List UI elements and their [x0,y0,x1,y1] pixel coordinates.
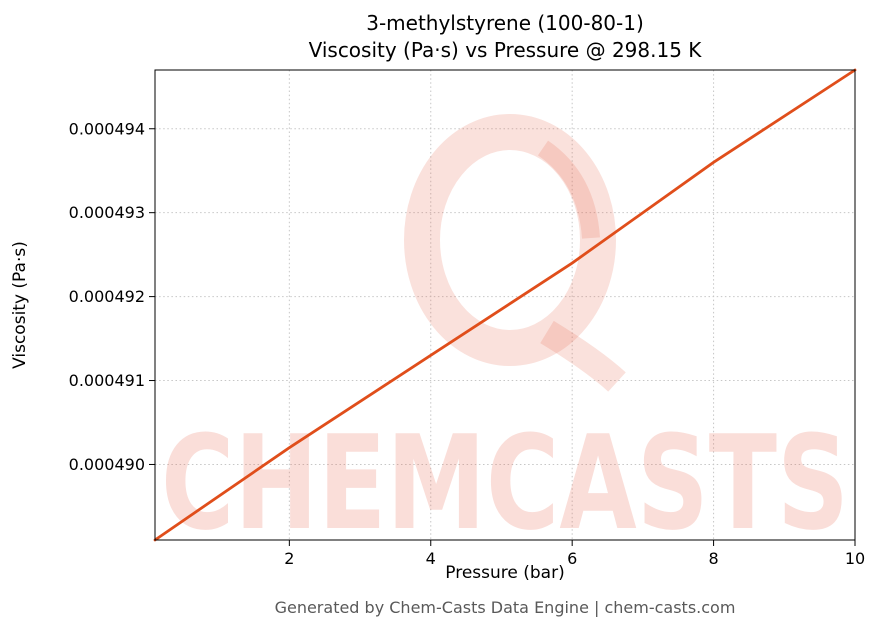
watermark-swirl-inner-icon [537,140,600,239]
chart-title: 3-methylstyrene (100-80-1) Viscosity (Pa… [155,10,855,64]
x-axis-label: Pressure (bar) [445,563,565,583]
svg-text:0.000490: 0.000490 [69,455,145,474]
svg-text:0.000494: 0.000494 [69,119,145,138]
svg-text:0.000491: 0.000491 [69,371,145,390]
watermark-swirl-tail-icon [540,320,626,392]
axes: 2 4 6 8 10 0.000490 0.000491 0.000492 0.000493 0.… [69,69,865,568]
svg-text:0.000493: 0.000493 [69,203,145,222]
chart-title-line1: 3-methylstyrene (100-80-1) [366,11,644,35]
footer-credit: Generated by Chem-Casts Data Engine | ch… [274,598,736,617]
svg-text:2: 2 [284,549,294,568]
svg-text:4: 4 [426,549,436,568]
svg-text:0.000492: 0.000492 [69,287,145,306]
data-line [153,68,857,542]
chart-title-line2: Viscosity (Pa·s) vs Pressure @ 298.15 K [308,38,702,62]
watermark-swirl-icon [404,114,616,366]
watermark: CHEMCASTS [161,114,849,559]
y-axis-label: Viscosity (Pa·s) [10,241,30,369]
plot-area: CHEMCASTS 2 4 6 8 10 0.000490 0.000491 0.000492… [69,68,865,568]
watermark-text: CHEMCASTS [161,407,849,559]
svg-text:8: 8 [708,549,718,568]
svg-text:6: 6 [567,549,577,568]
svg-text:10: 10 [845,549,865,568]
